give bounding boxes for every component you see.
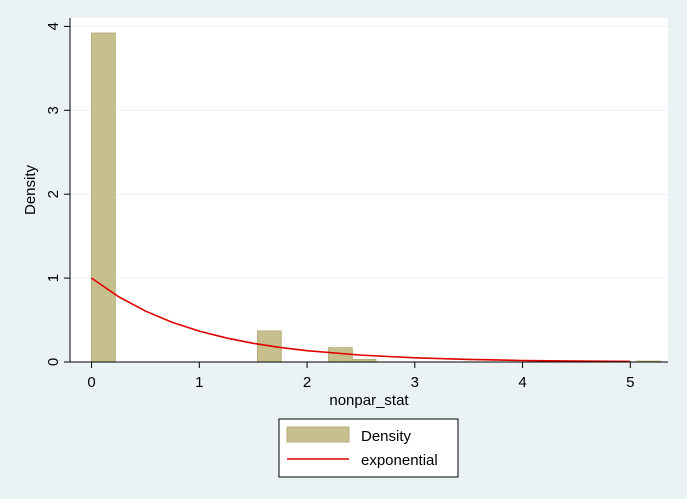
y-axis-title: Density bbox=[22, 164, 39, 215]
x-tick-label: 2 bbox=[303, 374, 311, 391]
histogram-bar bbox=[91, 32, 116, 363]
legend: Density exponential bbox=[278, 418, 459, 478]
x-axis-title: nonpar_stat bbox=[329, 392, 409, 409]
y-axis-ticks: 0 1 2 3 4 bbox=[45, 22, 70, 366]
x-tick-label: 1 bbox=[195, 374, 203, 391]
y-tick-label: 3 bbox=[45, 106, 62, 114]
exponential-curve bbox=[91, 277, 631, 363]
legend-density-label: Density bbox=[361, 428, 412, 445]
x-tick-label: 4 bbox=[518, 374, 526, 391]
legend-density-swatch bbox=[286, 426, 350, 443]
grid-lines bbox=[70, 25, 668, 279]
x-axis-ticks: 0 1 2 3 4 5 bbox=[87, 362, 634, 391]
plot-area bbox=[70, 18, 668, 362]
legend-exponential-label: exponential bbox=[361, 452, 438, 469]
x-tick-label: 5 bbox=[626, 374, 634, 391]
y-tick-label: 1 bbox=[45, 274, 62, 282]
y-tick-label: 0 bbox=[45, 358, 62, 366]
x-tick-label: 3 bbox=[411, 374, 419, 391]
y-tick-label: 4 bbox=[45, 22, 62, 30]
x-tick-label: 0 bbox=[87, 374, 95, 391]
y-tick-label: 2 bbox=[45, 190, 62, 198]
exponential-curve-layer bbox=[91, 277, 631, 363]
